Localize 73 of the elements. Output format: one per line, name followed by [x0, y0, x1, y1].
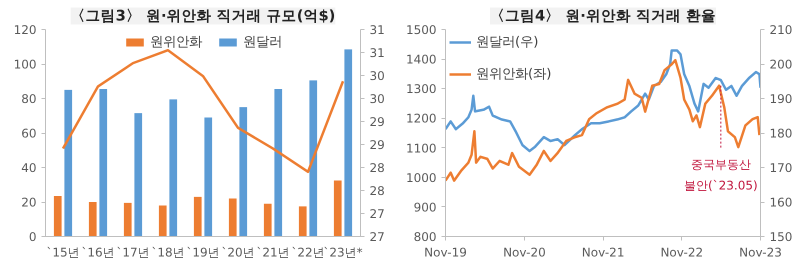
chart-title: 〈그림3〉 원·위안화 직거래 규모(억$) — [70, 8, 336, 24]
chart-title: 〈그림4〉 원·위안화 직거래 환율 — [490, 8, 716, 24]
y2-tick-label: 170 — [770, 161, 792, 175]
bar — [194, 196, 202, 236]
x-tick-label: `15년 — [46, 246, 80, 260]
y-tick-label: 1000 — [406, 170, 437, 185]
x-tick-label: Nov-19 — [424, 246, 467, 260]
bar — [274, 89, 282, 236]
x-tick-label: `23년* — [323, 246, 363, 260]
y-tick-label: 60 — [21, 126, 37, 140]
x-tick-label: `17년 — [116, 246, 150, 260]
y-tick-label: 40 — [21, 161, 37, 175]
y-tick-label: 120 — [14, 23, 36, 37]
bar — [228, 198, 237, 236]
x-tick-label: `18년 — [151, 246, 185, 260]
bar — [309, 80, 318, 236]
line-series — [446, 49, 760, 152]
bar — [264, 204, 272, 236]
legend-label: 원위안화 — [150, 34, 202, 51]
y-tick-label: 900 — [414, 200, 436, 214]
y2-tick-label: 30 — [370, 92, 385, 106]
bar — [239, 107, 248, 236]
y-tick-label: 0 — [28, 230, 37, 244]
x-tick-label: Nov-23 — [739, 246, 782, 260]
y-tick-label: 1100 — [406, 141, 437, 156]
bar — [88, 202, 97, 236]
x-tick-label: `16년 — [81, 246, 115, 260]
y2-tick-label: 28 — [370, 161, 385, 176]
y-tick-label: 1500 — [406, 23, 437, 37]
y2-tick-label: 27 — [370, 207, 385, 222]
bar — [134, 113, 142, 236]
y2-tick-label: 160 — [770, 196, 792, 210]
bar — [99, 89, 108, 236]
y2-tick-label: 31 — [370, 46, 385, 60]
y2-tick-label: 210 — [770, 23, 792, 37]
annotation: 중국부동산 불안(`23.05) — [684, 158, 758, 193]
bar — [334, 180, 342, 236]
y2-tick-label: 28 — [370, 184, 385, 198]
y2-tick-label: 29 — [370, 138, 385, 152]
y2-tick-label: 180 — [770, 126, 792, 140]
x-tick-label: `21년 — [256, 246, 290, 260]
y-tick-label: 800 — [414, 230, 436, 244]
x-tick-label: Nov-21 — [582, 246, 624, 260]
y2-tick-label: 200 — [770, 58, 792, 72]
legend-label: 원달러 — [243, 34, 282, 51]
x-tick-label: Nov-20 — [503, 246, 546, 260]
bar — [298, 206, 307, 236]
bar — [169, 99, 178, 236]
bar — [124, 202, 132, 236]
y2-tick-label: 29 — [370, 115, 385, 130]
bar — [344, 49, 352, 236]
bar — [158, 205, 167, 236]
y2-tick-label: 27 — [370, 230, 385, 244]
y-tick-label: 80 — [21, 92, 37, 106]
line-series — [62, 48, 344, 174]
bar — [204, 117, 212, 236]
y2-tick-label: 190 — [770, 92, 792, 106]
y2-tick-label: 150 — [770, 230, 792, 244]
x-tick-label: `19년 — [186, 246, 220, 260]
y-tick-label: 1400 — [406, 52, 437, 67]
x-tick-label: Nov-22 — [660, 246, 704, 260]
x-tick-label: `22년 — [291, 246, 325, 260]
y-tick-label: 1200 — [406, 112, 437, 126]
bar — [64, 90, 72, 236]
y-tick-label: 1300 — [406, 82, 437, 96]
y2-tick-label: 30 — [370, 69, 385, 84]
legend-label: 원위안화(좌) — [476, 66, 552, 83]
x-tick-label: `20년 — [221, 246, 255, 260]
y-tick-label: 100 — [14, 58, 36, 72]
bar — [54, 196, 62, 236]
legend-label: 원달러(우) — [476, 34, 538, 51]
y2-tick-label: 31 — [370, 23, 385, 37]
y-tick-label: 20 — [21, 196, 37, 210]
